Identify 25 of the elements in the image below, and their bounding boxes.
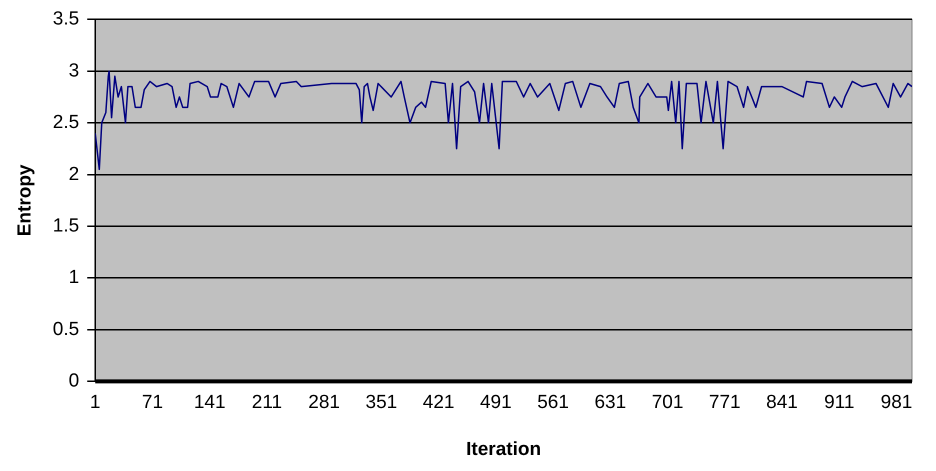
- y-tick-label: 0: [68, 370, 80, 392]
- x-tick-label: 981: [880, 392, 912, 414]
- y-tick-label: 0.5: [52, 318, 80, 340]
- x-tick-label: 421: [422, 392, 454, 414]
- x-tick-label: 491: [480, 392, 512, 414]
- x-tick-label: 211: [252, 392, 282, 414]
- y-tick-label: 2: [68, 164, 80, 185]
- x-tick-label: 561: [537, 392, 569, 414]
- x-tick-label: 141: [194, 392, 226, 414]
- y-tick-label: 2.5: [52, 112, 80, 134]
- x-tick-label: 71: [142, 392, 164, 414]
- x-tick-label: 281: [308, 392, 340, 414]
- x-tick-label: 631: [594, 392, 626, 414]
- y-tick-label: 3: [68, 60, 80, 82]
- y-tick-label: 1: [68, 267, 80, 288]
- y-tick-label: 1.5: [52, 215, 80, 236]
- x-tick-label: 771: [708, 392, 741, 414]
- x-tick-label: 1: [90, 392, 100, 414]
- y-axis-title: Entropy: [14, 164, 36, 236]
- x-tick-label: 841: [766, 392, 798, 414]
- x-tick-label: 701: [652, 392, 684, 414]
- x-axis-title: Iteration: [466, 438, 542, 460]
- y-tick-label: 3.5: [52, 8, 80, 30]
- x-tick-label: 911: [824, 392, 854, 414]
- x-tick-label: 351: [366, 392, 398, 414]
